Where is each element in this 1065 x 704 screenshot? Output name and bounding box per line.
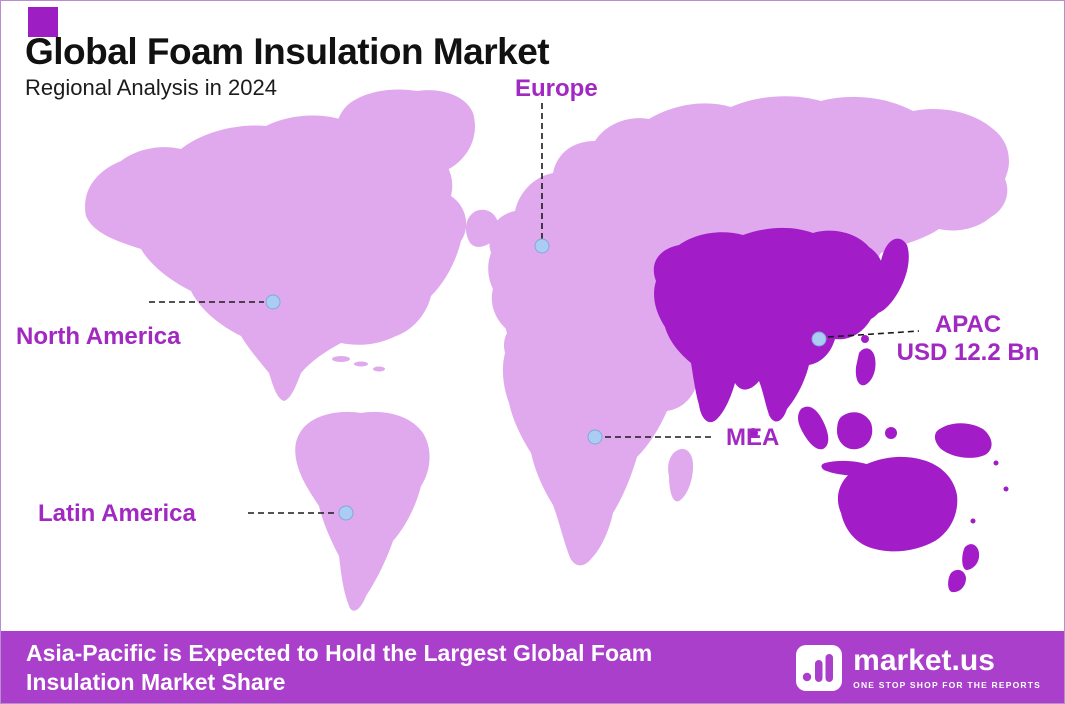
region-pacific-island-1	[976, 446, 982, 452]
marker-apac	[811, 331, 827, 347]
region-madagascar	[668, 448, 694, 502]
region-caribbean-2	[354, 361, 368, 367]
markers	[265, 238, 827, 521]
region-caribbean-3	[373, 366, 385, 372]
label-north-america: North America	[16, 323, 181, 350]
region-south-america	[295, 411, 430, 611]
label-latin-america: Latin America	[38, 500, 196, 527]
label-apac-block: APAC USD 12.2 Bn	[894, 311, 1042, 367]
leader-lines	[149, 103, 920, 514]
marker-europe	[534, 238, 550, 254]
region-pacific-island-3	[1003, 486, 1009, 492]
page-title: Global Foam Insulation Market	[25, 31, 550, 72]
region-australia	[837, 456, 958, 552]
region-new-caledonia	[970, 518, 976, 524]
footer-banner: Asia-Pacific is Expected to Hold the Lar…	[1, 631, 1064, 703]
marker-latin-america	[338, 505, 354, 521]
region-sumatra	[798, 406, 829, 450]
brand-name: market.us	[853, 644, 995, 677]
region-new-guinea	[934, 423, 992, 458]
brand-text-col: market.us ONE STOP SHOP FOR THE REPORTS	[853, 644, 1041, 691]
marker-north-america	[265, 294, 281, 310]
map-highlight-regions	[653, 227, 1009, 593]
region-new-zealand-north	[962, 544, 980, 570]
label-apac-value: USD 12.2 Bn	[896, 339, 1040, 366]
marketus-logo-icon	[796, 645, 843, 691]
region-taiwan	[861, 335, 869, 343]
region-apac-mainland	[653, 227, 886, 423]
region-caribbean-1	[332, 356, 350, 362]
marker-mea	[587, 429, 603, 445]
corner-accent-square	[28, 7, 58, 37]
region-sri-lanka	[748, 428, 758, 438]
map-light-regions	[85, 89, 1009, 611]
brand-block: market.us ONE STOP SHOP FOR THE REPORTS	[796, 645, 1041, 691]
label-europe: Europe	[515, 75, 598, 102]
region-africa	[502, 291, 698, 566]
region-new-zealand-south	[948, 569, 966, 593]
label-apac: APAC	[934, 311, 1002, 338]
page-subtitle: Regional Analysis in 2024	[25, 75, 277, 100]
brand-tagline: ONE STOP SHOP FOR THE REPORTS	[853, 680, 1041, 690]
region-philippines	[855, 348, 876, 386]
region-north-america	[85, 115, 467, 402]
footer-headline: Asia-Pacific is Expected to Hold the Lar…	[26, 640, 653, 695]
leader-line-apac	[827, 330, 920, 338]
label-mea: MEA	[726, 424, 780, 451]
region-japan	[872, 238, 909, 313]
region-sulawesi	[885, 427, 897, 439]
region-borneo	[837, 412, 873, 450]
region-pacific-island-2	[993, 460, 999, 466]
